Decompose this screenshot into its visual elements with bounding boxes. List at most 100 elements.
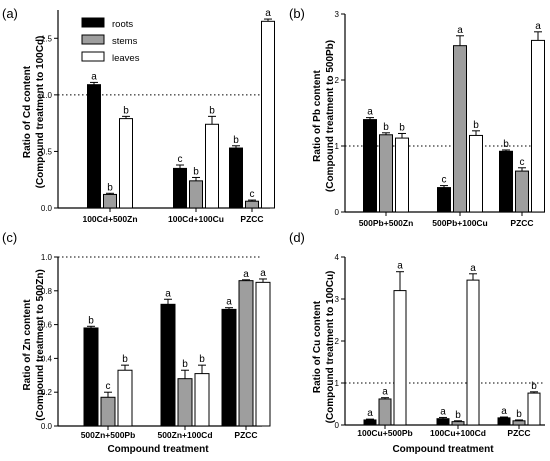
panel-c-bar-leaves (194, 373, 210, 427)
panel-c-significance-letter: a (165, 288, 171, 299)
panel-a-significance-letter: b (193, 166, 199, 177)
panel-b-bar-stems (453, 45, 467, 213)
panel-c-bar-stems (238, 280, 254, 427)
panel-a-bar-stems (103, 193, 117, 209)
panel-c-significance-letter: c (106, 381, 111, 392)
panel-d-significance-letter: a (367, 408, 373, 419)
panel-d-bar-stems (378, 398, 392, 426)
panel-b-bar-roots (437, 187, 451, 213)
panel-c-plot: 0.0 0.2 0.4 0.6 0.8 1.0 500Zn+500Pb 500Zn+100Cd… (41, 253, 271, 440)
panel-c-ytick-label: 0.0 (41, 422, 53, 431)
panel-a-significance-letter: a (91, 71, 97, 82)
panel-c-ylabel: Ratio of Zn content (22, 299, 33, 391)
panel-a-category-label: 100Cd+500Zn (82, 214, 137, 224)
panel-a-ylabel: Ratio of Cd content (22, 65, 33, 158)
panel-d-ytick-label: 1 (335, 379, 340, 388)
panel-d-significance-letter: a (382, 387, 388, 398)
panel-b-bar-leaves (531, 39, 545, 213)
panel-d-ylabel2: (Compound treatment to 100Cu) (325, 271, 336, 424)
panel-a-plot: 0.0 0.5 1.0 1.5 100Cd+500Zn 100Cd+100Cu PZCC a c… (41, 8, 275, 224)
panel-c-label: (c) (2, 230, 17, 245)
panel-a-ytick-label: 1.0 (41, 91, 53, 100)
panel-a-bar-leaves (119, 118, 133, 209)
panel-d-significance-letter: b (531, 381, 537, 392)
panel-b: (b) Ratio of Pb content (Compound treatm… (289, 6, 336, 192)
panel-d-ytick-label: 0 (335, 421, 340, 430)
panel-c-ytick-label: 0.6 (41, 321, 53, 330)
panel-a-bar-leaves (261, 20, 275, 209)
panel-c-significance-letter: b (199, 354, 205, 365)
panel-b-significance-letter: a (457, 25, 463, 36)
panel-a-bar-stems (189, 180, 203, 209)
panel-d-significance-letter: b (516, 409, 522, 420)
panel-b-category-label: 500Pb+100Cu (432, 218, 488, 228)
panel-d: (d) Ratio of Cu content (Compound treatm… (289, 230, 494, 455)
panel-b-ytick-label: 0 (335, 208, 340, 217)
panel-d-category-label: PZCC (507, 428, 530, 438)
panel-c-bar-roots (83, 327, 99, 427)
panel-b-significance-letter: a (535, 21, 541, 32)
panel-c-significance-letter: a (243, 269, 249, 280)
panel-b-bar-leaves (395, 137, 409, 213)
panel-c-bar-stems (100, 396, 116, 427)
panel-a-bar-leaves (205, 123, 219, 209)
legend-swatch-leaves (81, 51, 105, 62)
panel-d-ytick-label: 3 (335, 295, 340, 304)
panel-b-ytick-label: 2 (335, 76, 340, 85)
panel-c-ytick-label: 1.0 (41, 253, 53, 262)
panel-b-bar-leaves (469, 134, 483, 213)
panel-b-ytick-label: 3 (335, 10, 340, 19)
legend: roots stems leaves (81, 17, 140, 64)
panel-c-ytick-label: 0.2 (41, 388, 53, 397)
panel-c-bar-leaves (255, 281, 271, 427)
panel-a-significance-letter: b (107, 182, 113, 193)
panel-a-bar-roots (87, 84, 101, 209)
panel-b-significance-letter: a (367, 107, 373, 118)
panel-b-significance-letter: b (399, 122, 405, 133)
panel-b-significance-letter: c (520, 157, 525, 168)
panel-d-ylabel: Ratio of Cu content (312, 300, 323, 393)
panel-d-bar-leaves (466, 279, 480, 426)
legend-swatch-roots (81, 17, 105, 28)
panel-b-bar-stems (515, 170, 529, 213)
panel-d-label: (d) (289, 230, 305, 245)
panel-a-significance-letter: b (209, 105, 215, 116)
panel-b-label: (b) (289, 6, 305, 21)
legend-label-stems: stems (112, 36, 138, 47)
panel-b-bar-roots (363, 119, 377, 213)
panel-d-bar-roots (497, 417, 511, 426)
panel-a-bar-stems (245, 200, 259, 209)
panel-d-xlabel: Compound treatment (392, 444, 494, 455)
panel-a-bar-roots (229, 147, 243, 209)
panel-b-ylabel2: (Compound treatment to 500Pb) (325, 40, 336, 192)
panel-c-category-label: 500Zn+100Cd (157, 430, 212, 440)
panel-d-bar-roots (363, 419, 377, 426)
panel-c-ylabel2: (Compound treatment to 500Zn) (35, 269, 46, 421)
panel-d-category-label: 100Cu+100Cd (430, 428, 486, 438)
panel-d-bar-roots (436, 418, 450, 426)
panel-d-significance-letter: a (501, 406, 507, 417)
panel-b-significance-letter: c (442, 175, 447, 186)
panel-c-significance-letter: b (88, 315, 94, 326)
panel-c-bar-roots (160, 303, 176, 427)
panel-d-significance-letter: b (455, 410, 461, 421)
panel-a: (a) Ratio of Cd content (Compound treatm… (2, 6, 46, 188)
panel-c-ytick-label: 0.4 (41, 354, 53, 363)
panel-b-significance-letter: b (473, 120, 479, 131)
legend-label-roots: roots (112, 19, 133, 30)
legend-label-leaves: leaves (112, 53, 140, 64)
panel-c-category-label: 500Zn+500Pb (81, 430, 136, 440)
panel-a-ytick-label: 0.0 (41, 204, 53, 213)
panel-d-significance-letter: a (397, 261, 403, 272)
panel-d-ytick-label: 4 (335, 253, 340, 262)
panel-c-significance-letter: a (226, 297, 232, 308)
panel-a-significance-letter: c (250, 189, 255, 200)
panel-a-category-label: PZCC (240, 214, 263, 224)
panel-c-ytick-label: 0.8 (41, 287, 53, 296)
panel-c-category-label: PZCC (234, 430, 257, 440)
panel-d-significance-letter: a (470, 263, 476, 274)
panel-b-category-label: PZCC (510, 218, 533, 228)
